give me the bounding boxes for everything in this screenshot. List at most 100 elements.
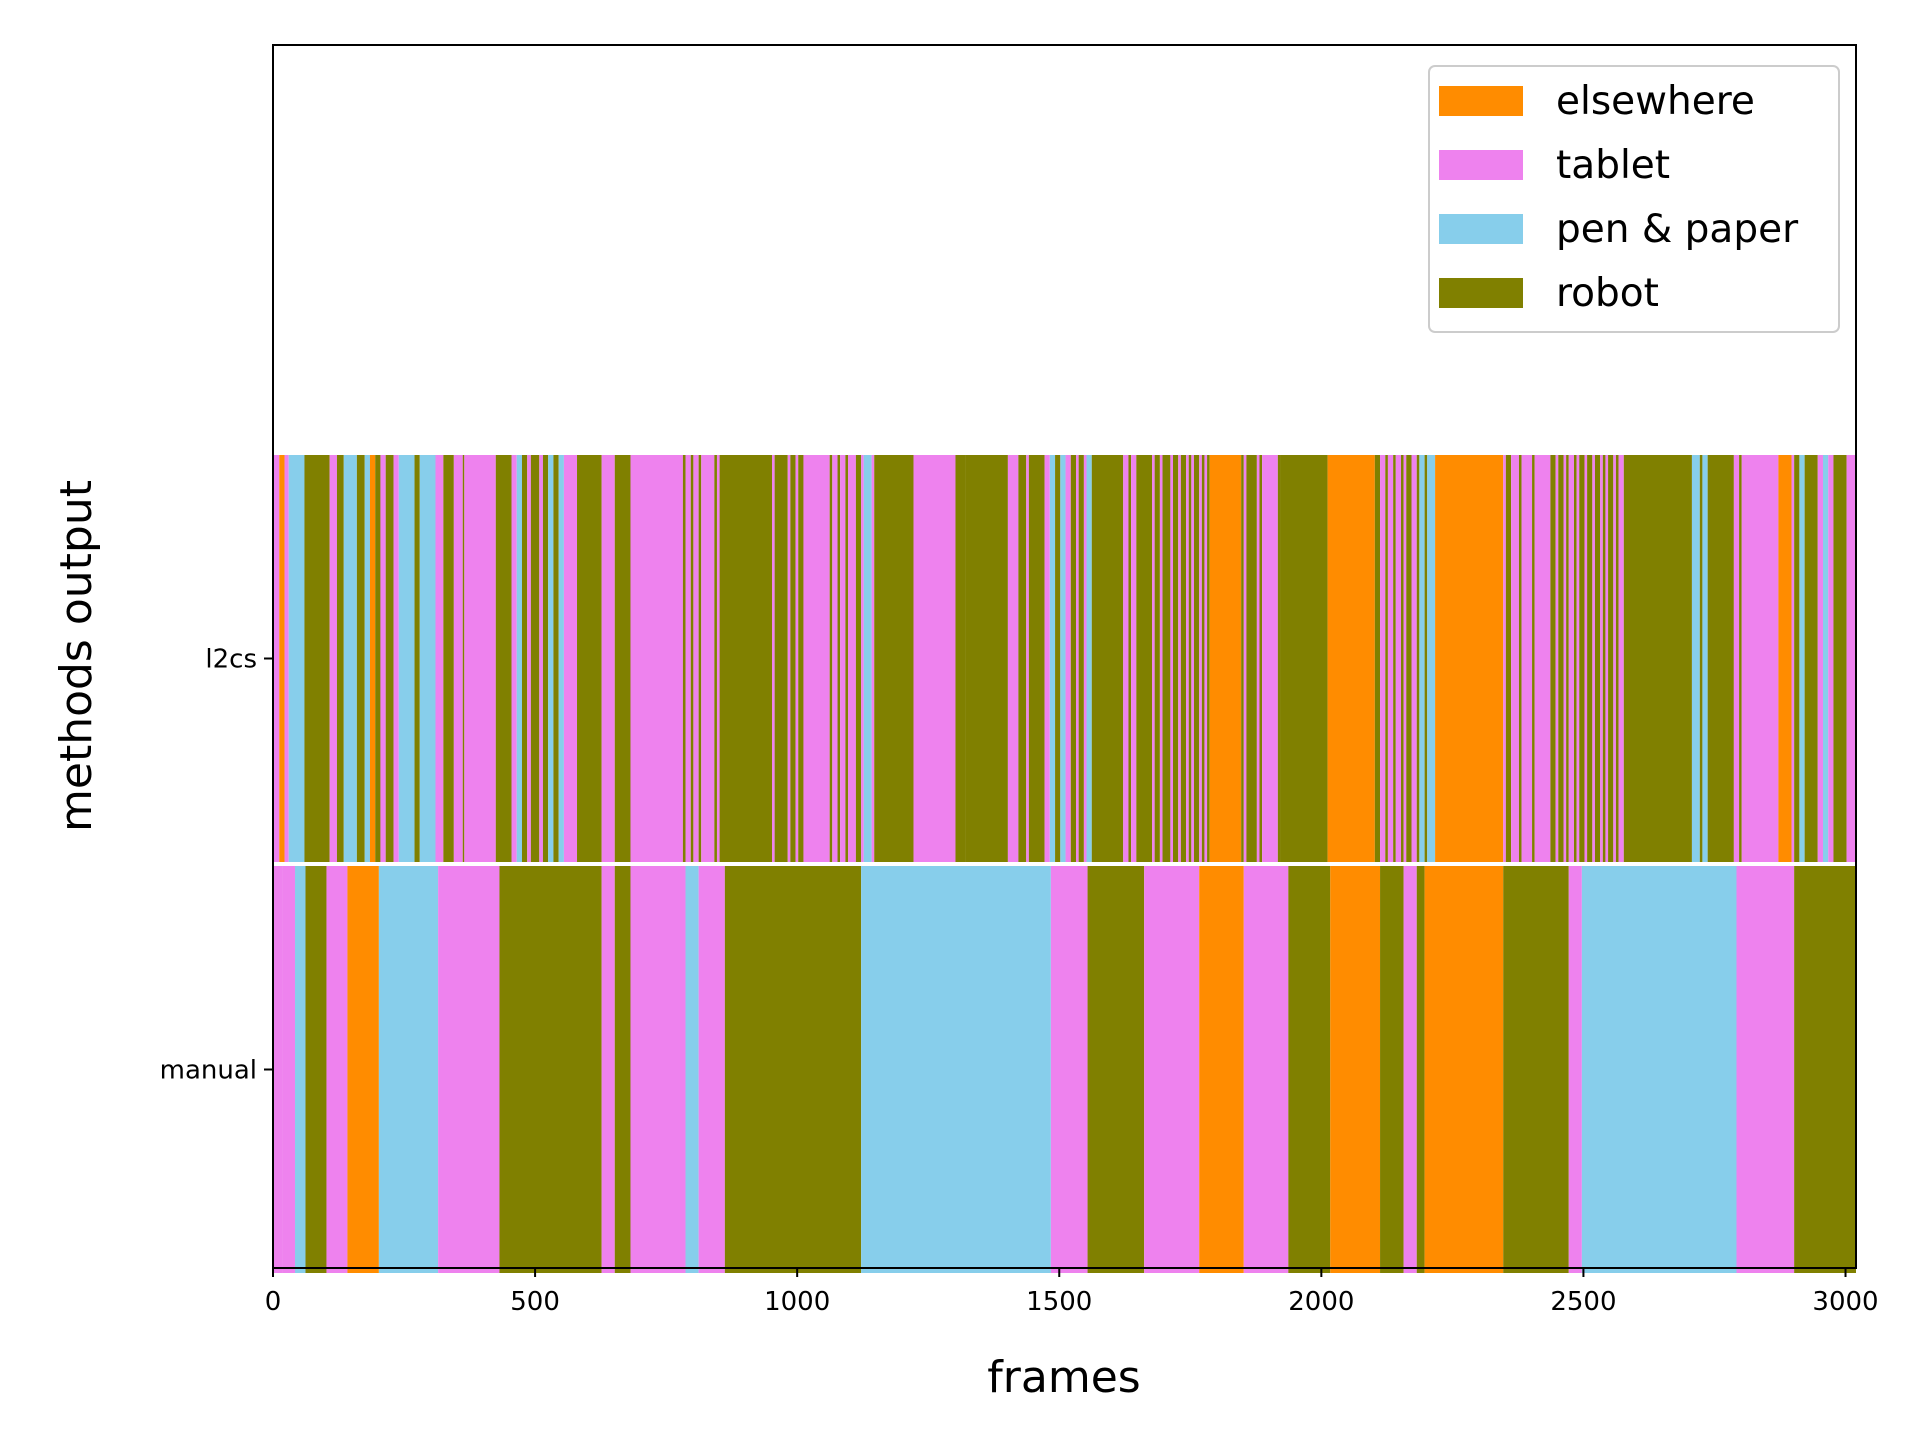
legend: elsewhere tablet pen & paper robot [1428, 65, 1840, 333]
bar-segment-l2cs-92 [1170, 455, 1173, 862]
bar-segment-l2cs-163 [1741, 455, 1779, 862]
bar-segment-l2cs-19 [443, 455, 454, 862]
bar-segment-l2cs-60 [848, 455, 856, 862]
bar-segment-l2cs-111 [1277, 455, 1281, 862]
bar-segment-manual-24 [1403, 866, 1417, 1273]
bar-segment-l2cs-165 [1791, 455, 1795, 862]
bar-segment-l2cs-53 [798, 455, 804, 862]
bar-segment-l2cs-49 [774, 455, 788, 862]
bar-segment-l2cs-145 [1584, 455, 1588, 862]
bar-segment-l2cs-47 [719, 455, 773, 862]
bar-segment-l2cs-146 [1587, 455, 1593, 862]
bar-segment-l2cs-67 [955, 455, 966, 862]
bar-segment-manual-26 [1424, 866, 1504, 1273]
bar-segment-l2cs-156 [1623, 455, 1692, 862]
bar-segment-l2cs-129 [1503, 455, 1506, 862]
bar-segment-l2cs-70 [1018, 455, 1027, 862]
bar-segment-l2cs-116 [1385, 455, 1388, 862]
x-axis-title: frames [987, 1352, 1140, 1403]
bar-segment-l2cs-108 [1256, 455, 1260, 862]
bar-segment-l2cs-75 [1055, 455, 1061, 862]
bar-segment-l2cs-24 [511, 455, 517, 862]
bar-segment-manual-5 [347, 866, 379, 1273]
bar-segment-manual-8 [499, 866, 602, 1273]
bar-segment-l2cs-40 [685, 455, 691, 862]
bar-segment-l2cs-51 [790, 455, 796, 862]
bar-segment-l2cs-26 [521, 455, 528, 862]
bar-segment-l2cs-29 [539, 455, 543, 862]
bar-segment-manual-7 [438, 866, 500, 1273]
y-axis: l2cs manual [160, 645, 273, 1086]
bar-segment-l2cs-127 [1427, 455, 1436, 862]
bar-segment-l2cs-130 [1505, 455, 1512, 862]
y-axis-title: methods output [51, 480, 102, 832]
bar-segment-l2cs-98 [1191, 455, 1194, 862]
bar-segment-l2cs-68 [965, 455, 1008, 862]
bar-segment-l2cs-11 [375, 455, 381, 862]
legend-swatch-2 [1439, 214, 1523, 244]
bar-segment-l2cs-94 [1178, 455, 1181, 862]
bar-segment-l2cs-102 [1204, 455, 1208, 862]
bar-segment-l2cs-78 [1070, 455, 1077, 862]
bar-segment-l2cs-147 [1592, 455, 1595, 862]
legend-swatch-0 [1439, 86, 1523, 116]
bar-segment-l2cs-10 [369, 455, 376, 862]
bar-segment-manual-9 [601, 866, 615, 1273]
bar-segment-l2cs-31 [548, 455, 554, 862]
bar-segment-l2cs-140 [1566, 455, 1569, 862]
bar-segment-l2cs-152 [1608, 455, 1614, 862]
bar-segment-l2cs-56 [832, 455, 838, 862]
bar-segment-l2cs-125 [1419, 455, 1425, 862]
bar-segment-manual-21 [1288, 866, 1331, 1273]
bar-segment-l2cs-66 [913, 455, 956, 862]
bar-segment-l2cs-173 [1846, 455, 1856, 862]
bar-segment-l2cs-43 [698, 455, 702, 862]
bar-segment-l2cs-150 [1602, 455, 1606, 862]
bar-segment-l2cs-73 [1044, 455, 1050, 862]
bar-segment-l2cs-141 [1568, 455, 1574, 862]
bar-segment-l2cs-158 [1699, 455, 1703, 862]
bar-segment-l2cs-1 [279, 455, 285, 862]
bar-segment-l2cs-58 [840, 455, 846, 862]
bar-segment-l2cs-115 [1380, 455, 1386, 862]
bar-segment-l2cs-119 [1395, 455, 1402, 862]
bar-segment-manual-28 [1568, 866, 1582, 1273]
bar-segment-l2cs-76 [1060, 455, 1066, 862]
bar-segment-l2cs-167 [1799, 455, 1805, 862]
bar-segment-manual-6 [378, 866, 439, 1273]
bar-segment-l2cs-15 [398, 455, 415, 862]
bar-segment-l2cs-22 [464, 455, 496, 862]
bar-segment-l2cs-109 [1259, 455, 1263, 862]
bar-segment-l2cs-153 [1613, 455, 1616, 862]
bar-segment-l2cs-48 [772, 455, 775, 862]
bar-segment-l2cs-3 [288, 455, 305, 862]
bar-segment-l2cs-134 [1532, 455, 1535, 862]
bar-segment-l2cs-103 [1207, 455, 1210, 862]
bar-segment-l2cs-170 [1822, 455, 1829, 862]
bar-segment-l2cs-136 [1550, 455, 1556, 862]
bar-segment-l2cs-99 [1193, 455, 1200, 862]
bar-segment-manual-11 [630, 866, 686, 1273]
legend-box [1428, 65, 1840, 333]
bar-segment-l2cs-95 [1180, 455, 1187, 862]
bar-segment-l2cs-144 [1579, 455, 1585, 862]
bar-segment-manual-10 [614, 866, 631, 1273]
bar-segment-l2cs-77 [1065, 455, 1071, 862]
bar-segment-l2cs-57 [837, 455, 841, 862]
bar-segment-l2cs-113 [1327, 455, 1375, 862]
bar-segment-l2cs-168 [1804, 455, 1818, 862]
bar-segment-l2cs-105 [1241, 455, 1244, 862]
bar-segment-l2cs-122 [1406, 455, 1412, 862]
bar-segment-manual-29 [1581, 866, 1737, 1273]
plot-frame [272, 44, 1857, 1269]
bar-segment-l2cs-88 [1152, 455, 1155, 862]
bar-segment-l2cs-121 [1403, 455, 1407, 862]
legend-label-2: pen & paper [1556, 207, 1799, 252]
bar-segment-l2cs-97 [1188, 455, 1192, 862]
bar-segment-l2cs-14 [393, 455, 399, 862]
bar-segment-l2cs-64 [871, 455, 875, 862]
bar-segment-l2cs-12 [380, 455, 386, 862]
bar-segment-l2cs-72 [1028, 455, 1045, 862]
bar-segment-l2cs-32 [553, 455, 559, 862]
